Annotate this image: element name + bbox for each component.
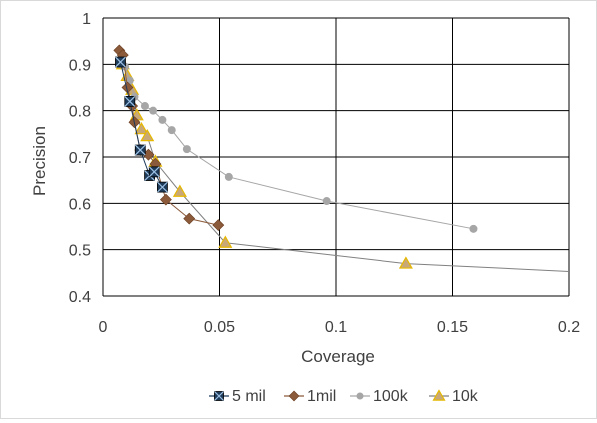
- x-axis-label: Coverage: [301, 347, 375, 366]
- legend: 5 mil 1mil 100k 10k: [209, 388, 479, 405]
- legend-label: 5 mil: [232, 388, 266, 405]
- legend-label: 100k: [373, 388, 409, 405]
- legend-marker: [432, 389, 446, 401]
- data-point: [218, 235, 233, 248]
- legend-item: 10k: [429, 388, 479, 405]
- x-tick-label: 0.2: [558, 319, 580, 336]
- y-tick-label: 0.7: [69, 150, 91, 167]
- data-point: [140, 128, 155, 142]
- data-point: [224, 172, 233, 181]
- series-5-mil: [115, 56, 168, 193]
- y-tick-label: 0.5: [69, 243, 91, 260]
- legend-marker: [356, 392, 364, 400]
- series-line: [122, 64, 570, 272]
- series-1mil: [113, 44, 225, 232]
- data-point: [159, 193, 172, 206]
- data-point-cross: [124, 95, 136, 107]
- data-point-cross: [156, 181, 168, 193]
- data-point: [134, 121, 149, 135]
- data-point: [149, 106, 158, 115]
- series-layer: [113, 44, 570, 272]
- data-point: [182, 145, 191, 154]
- x-tick-label: 0.05: [204, 319, 235, 336]
- legend-label: 1mil: [307, 388, 336, 405]
- y-tick-label: 0.6: [69, 196, 91, 213]
- series-10k: [115, 57, 570, 272]
- data-point: [158, 115, 167, 124]
- gridlines: [102, 17, 570, 297]
- y-axis-label: Precision: [30, 126, 49, 196]
- legend-item: 1mil: [284, 388, 336, 405]
- data-point: [183, 212, 196, 225]
- x-tick-label: 0.1: [325, 319, 347, 336]
- y-tick-label: 0.8: [69, 104, 91, 121]
- data-point: [172, 184, 187, 197]
- data-point-cross: [134, 144, 146, 156]
- x-tick-label: 0.15: [437, 319, 468, 336]
- y-tick-label: 0.9: [69, 57, 91, 74]
- series-line: [124, 66, 474, 230]
- legend-marker: [288, 390, 300, 402]
- data-point: [398, 256, 413, 269]
- data-point: [469, 224, 478, 233]
- legend-item: 100k: [350, 388, 409, 405]
- data-point: [167, 126, 176, 135]
- y-tick-label: 1: [82, 11, 91, 28]
- data-point: [212, 219, 225, 232]
- x-tick-label: 0: [99, 319, 108, 336]
- data-point-cross: [115, 56, 126, 68]
- tick-labels: 0.4 0.5 0.6 0.7 0.8 0.9 1 0 0.05 0.1 0.15 0.2: [69, 11, 580, 336]
- legend-item: 5 mil: [209, 388, 266, 405]
- y-tick-label: 0.4: [69, 289, 91, 306]
- data-point-cross: [148, 166, 160, 178]
- legend-marker-cross: [214, 391, 224, 401]
- data-point: [140, 102, 149, 111]
- data-point: [322, 197, 331, 206]
- legend-label: 10k: [452, 388, 479, 405]
